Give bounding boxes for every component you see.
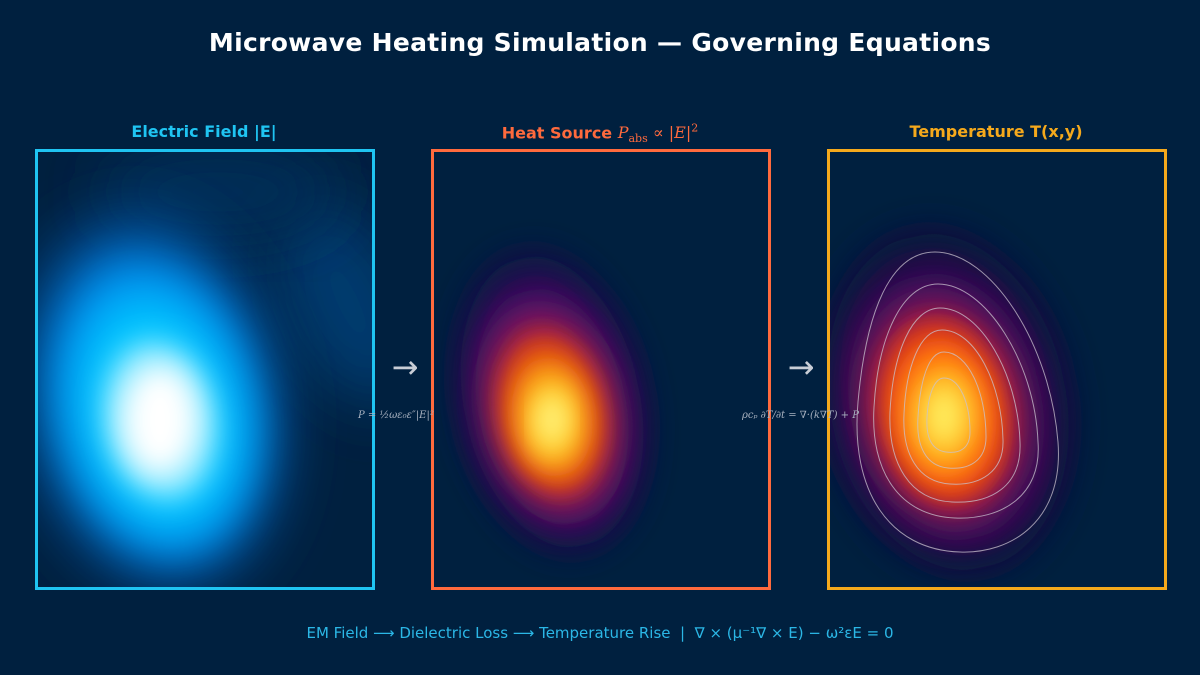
efield-heatmap	[38, 152, 372, 587]
heat-label-sup: 2	[691, 122, 699, 135]
arrow-right-icon: →	[787, 348, 815, 386]
temp-panel-label: Temperature T(x,y)	[909, 122, 1083, 141]
heat-panel-label: Heat Source Pabs ∝ |E|2	[430, 122, 770, 146]
contour-2	[873, 283, 1039, 519]
figure-title: Microwave Heating Simulation — Governing…	[208, 28, 992, 57]
footer-maxwell-equation: ∇ × (μ⁻¹∇ × E) − ω²εE = 0	[694, 624, 894, 642]
heat-equation: ρcₚ ∂T/∂t = ∇·(k∇T) + P	[742, 410, 859, 421]
contour-5	[917, 351, 987, 469]
contour-4	[903, 329, 1004, 485]
heat-label-sub: abs	[628, 132, 648, 146]
temp-panel	[827, 149, 1167, 590]
footer-pipeline: EM Field ⟶ Dielectric Loss ⟶ Temperature…	[306, 624, 671, 642]
heat-panel	[431, 149, 771, 590]
heat-label-math: P	[617, 123, 629, 143]
temperature-contours	[856, 251, 1059, 553]
power-equation: P = ½ωε₀ε″|E|²	[358, 410, 434, 421]
heat-label-text: Heat Source	[501, 123, 618, 143]
footer-separator: |	[680, 624, 686, 642]
footer-caption: EM Field ⟶ Dielectric Loss ⟶ Temperature…	[0, 624, 1200, 642]
contour-3	[889, 307, 1021, 503]
efield-panel	[35, 149, 375, 590]
contour-1	[856, 251, 1059, 553]
heat-heatmap	[434, 152, 768, 587]
temp-heatmap	[830, 152, 1164, 587]
arrow-right-icon: →	[391, 348, 419, 386]
heat-label-rest: ∝ |E|	[647, 123, 692, 143]
efield-panel-label: Electric Field |E|	[131, 122, 277, 141]
contour-6	[926, 377, 971, 453]
